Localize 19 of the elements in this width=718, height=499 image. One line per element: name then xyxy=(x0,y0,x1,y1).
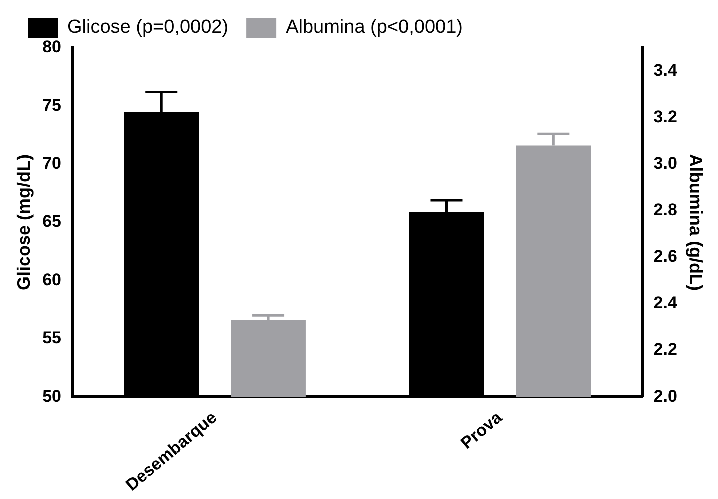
y-tick-label: 55 xyxy=(42,328,62,348)
y2-tick-label: 2.6 xyxy=(654,247,678,266)
y2-axis-title: Albumina (g/dL) xyxy=(686,154,706,292)
y-tick-label: 65 xyxy=(42,212,62,232)
y2-tick-label: 2.8 xyxy=(654,200,678,220)
y-axis-title: Glicose (mg/dL) xyxy=(14,154,34,291)
y2-tick-label: 2.2 xyxy=(654,340,678,360)
y-tick-label: 60 xyxy=(42,270,62,290)
y2-tick-label: 3.4 xyxy=(654,60,678,80)
y-tick-label: 75 xyxy=(42,96,62,115)
y2-tick-label: 3.0 xyxy=(654,154,678,174)
y2-tick-label: 3.2 xyxy=(654,108,678,127)
y-tick-label: 50 xyxy=(42,386,62,406)
y2-tick-label: 2.0 xyxy=(654,386,678,406)
legend-label: Albumina (p<0,0001) xyxy=(286,17,463,38)
y-tick-label: 80 xyxy=(42,38,62,57)
legend-label: Glicose (p=0,0002) xyxy=(68,17,229,38)
y2-tick-label: 2.4 xyxy=(654,294,678,313)
y-tick-label: 70 xyxy=(42,154,62,174)
